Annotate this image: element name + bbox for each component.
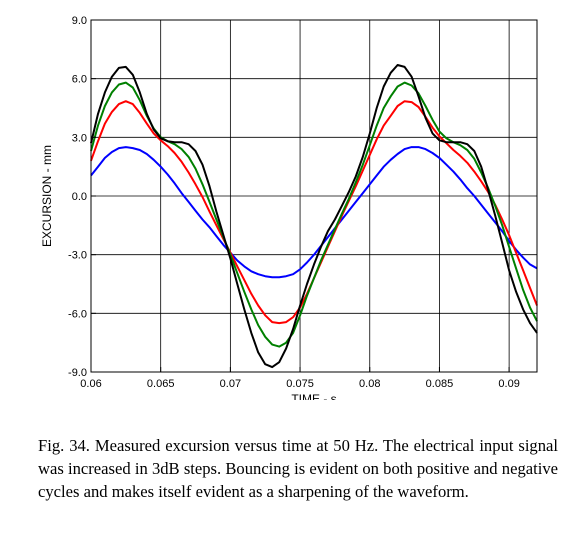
y-tick-label: -9.0 xyxy=(68,367,87,379)
x-tick-label: 0.085 xyxy=(426,378,454,390)
series-line-4 xyxy=(90,64,538,369)
y-tick-label: 0.0 xyxy=(72,191,87,203)
y-tick-label: 9.0 xyxy=(72,15,87,27)
x-tick-label: 0.07 xyxy=(220,378,241,390)
x-tick-label: 0.09 xyxy=(498,378,519,390)
y-tick-label: 3.0 xyxy=(72,132,87,144)
y-tick-label: 6.0 xyxy=(72,74,87,86)
ticks-layer: 0.06 0.065 0.07 0.075 0.08 0.085 0.09 9.0 6.0 3.0… xyxy=(68,15,520,390)
x-tick-label: 0.08 xyxy=(359,378,380,390)
x-tick-label: 0.06 xyxy=(80,378,101,390)
x-tick-label: 0.065 xyxy=(147,378,175,390)
figure-caption: Fig. 34. Measured excursion versus time … xyxy=(38,436,558,501)
series-layer xyxy=(90,64,538,369)
series-line-1 xyxy=(90,146,538,279)
y-tick-label: -3.0 xyxy=(68,250,87,262)
y-axis-label: EXCURSION - mm xyxy=(40,145,54,247)
x-tick-label: 0.075 xyxy=(286,378,314,390)
grid-layer xyxy=(90,19,537,373)
y-tick-label: -6.0 xyxy=(68,308,87,320)
excursion-chart: 0.06 0.065 0.07 0.075 0.08 0.085 0.09 9.0 6.0 3.0… xyxy=(40,15,538,400)
series-line-3 xyxy=(90,81,538,348)
x-axis-label: TIME - s xyxy=(291,392,336,400)
